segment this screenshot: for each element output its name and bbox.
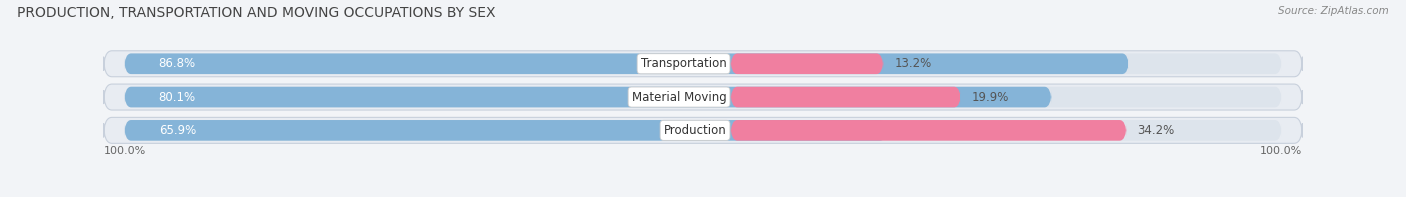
- Text: 100.0%: 100.0%: [1260, 146, 1302, 156]
- FancyBboxPatch shape: [104, 84, 1302, 110]
- FancyBboxPatch shape: [104, 117, 1302, 143]
- Text: 19.9%: 19.9%: [972, 91, 1010, 104]
- Text: 80.1%: 80.1%: [159, 91, 195, 104]
- FancyBboxPatch shape: [731, 53, 883, 74]
- FancyBboxPatch shape: [124, 120, 887, 141]
- Text: 86.8%: 86.8%: [159, 57, 195, 70]
- Text: Source: ZipAtlas.com: Source: ZipAtlas.com: [1278, 6, 1389, 16]
- FancyBboxPatch shape: [731, 120, 1126, 141]
- Text: Production: Production: [664, 124, 727, 137]
- Text: 100.0%: 100.0%: [104, 146, 146, 156]
- FancyBboxPatch shape: [124, 53, 1129, 74]
- Text: Material Moving: Material Moving: [631, 91, 727, 104]
- Text: Transportation: Transportation: [641, 57, 727, 70]
- FancyBboxPatch shape: [124, 120, 1282, 141]
- Text: PRODUCTION, TRANSPORTATION AND MOVING OCCUPATIONS BY SEX: PRODUCTION, TRANSPORTATION AND MOVING OC…: [17, 6, 495, 20]
- Text: 65.9%: 65.9%: [159, 124, 195, 137]
- FancyBboxPatch shape: [731, 87, 960, 107]
- FancyBboxPatch shape: [124, 87, 1282, 107]
- Text: 13.2%: 13.2%: [894, 57, 932, 70]
- FancyBboxPatch shape: [124, 53, 1282, 74]
- Text: 34.2%: 34.2%: [1137, 124, 1174, 137]
- FancyBboxPatch shape: [104, 51, 1302, 77]
- FancyBboxPatch shape: [124, 87, 1052, 107]
